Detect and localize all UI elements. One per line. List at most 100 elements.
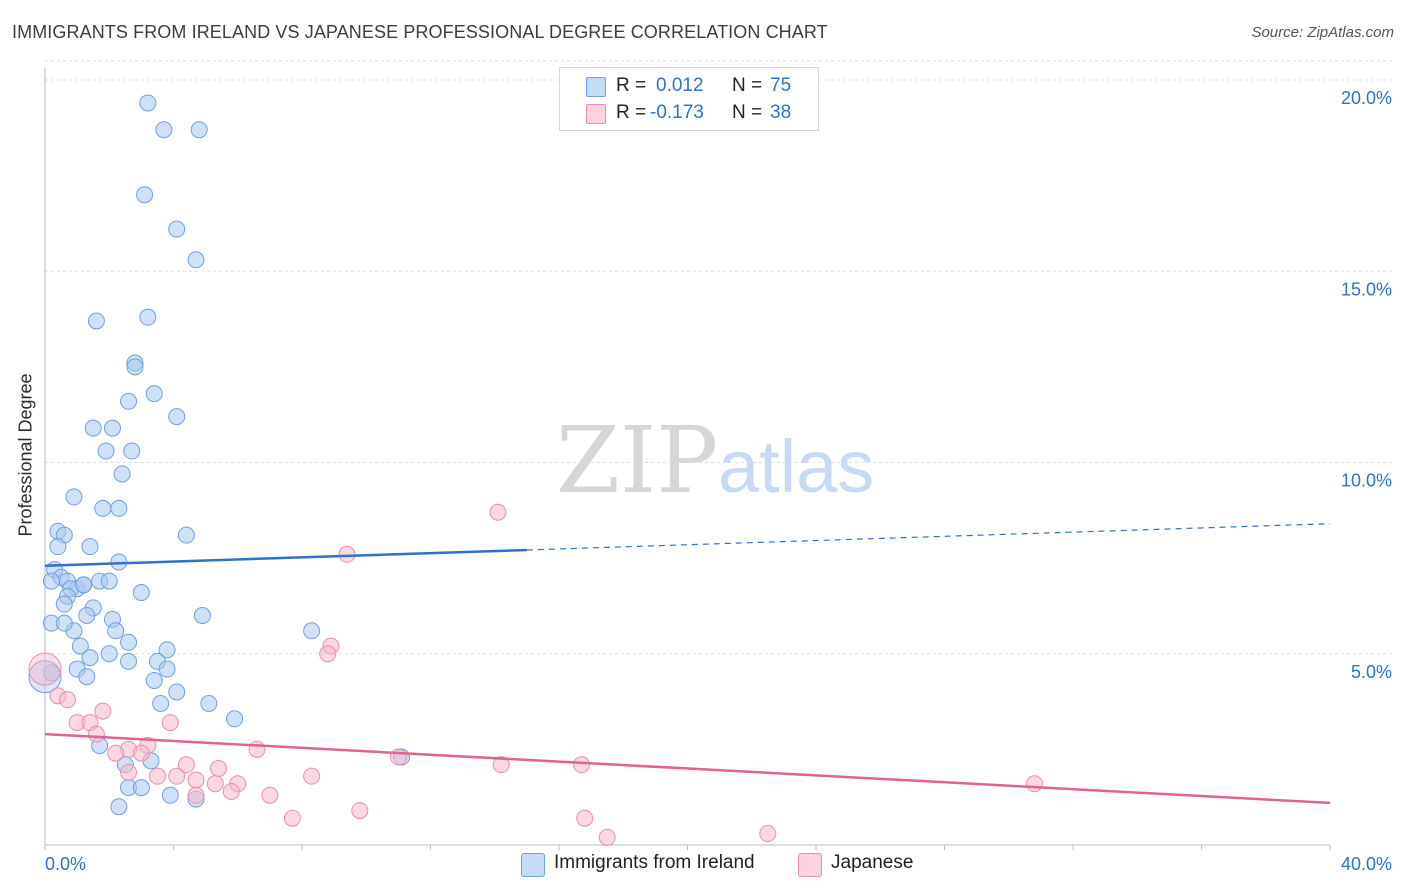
ireland-point bbox=[94, 499, 112, 517]
japanese-point bbox=[576, 809, 594, 827]
ireland-point bbox=[120, 652, 138, 670]
japanese-point bbox=[222, 782, 240, 800]
japanese-point bbox=[107, 744, 125, 762]
japanese-point bbox=[187, 771, 205, 789]
japanese-point bbox=[389, 748, 407, 766]
y-tick-label: 20.0% bbox=[1341, 88, 1392, 108]
legend-r-value: 0.012 bbox=[656, 75, 704, 96]
y-tick-label: 5.0% bbox=[1351, 662, 1392, 682]
ireland-point bbox=[139, 308, 157, 326]
japanese-point bbox=[338, 545, 356, 563]
legend-swatch-japanese bbox=[586, 104, 606, 124]
ireland-point bbox=[193, 607, 211, 624]
japanese-point bbox=[132, 744, 150, 762]
ireland-point bbox=[226, 710, 244, 728]
japanese-point bbox=[120, 763, 138, 781]
japanese-point bbox=[161, 714, 179, 732]
legend-n-label: N = bbox=[732, 75, 763, 96]
ireland-point bbox=[161, 786, 179, 804]
japanese-point bbox=[58, 691, 76, 709]
japanese-point bbox=[87, 725, 105, 743]
ireland-point bbox=[190, 121, 208, 139]
ireland-point bbox=[158, 660, 176, 678]
japanese-point bbox=[598, 828, 616, 846]
ireland-point bbox=[81, 649, 99, 667]
y-axis-label: Professional Degree bbox=[15, 373, 36, 537]
japanese-point bbox=[209, 760, 227, 777]
ireland-point bbox=[158, 641, 176, 659]
ireland-point bbox=[42, 664, 60, 682]
ireland-point bbox=[187, 251, 205, 269]
japanese-point bbox=[351, 802, 369, 820]
ireland-point bbox=[177, 526, 195, 544]
japanese-point bbox=[489, 503, 507, 521]
y-tick-label: 15.0% bbox=[1341, 279, 1392, 299]
ireland-point bbox=[200, 694, 218, 712]
bottom-legend-swatch-ireland bbox=[521, 853, 545, 877]
bottom-legend-swatch-japanese bbox=[798, 853, 822, 877]
ireland-point bbox=[97, 442, 115, 460]
ireland-point bbox=[107, 622, 125, 640]
japanese-trend-line bbox=[44, 732, 1331, 805]
japanese-point bbox=[572, 756, 590, 774]
ireland-point bbox=[49, 538, 67, 556]
legend-r-value: -0.173 bbox=[650, 102, 704, 123]
legend-n-label: N = bbox=[732, 102, 763, 123]
ireland-point bbox=[132, 584, 150, 602]
ireland-point bbox=[168, 683, 186, 701]
japanese-point bbox=[759, 825, 777, 843]
ireland-point bbox=[42, 572, 60, 590]
japanese-point bbox=[94, 702, 112, 720]
ireland-point bbox=[113, 465, 131, 483]
ireland-point bbox=[81, 538, 99, 556]
watermark-zip: ZIP bbox=[556, 407, 718, 514]
ireland-point bbox=[110, 499, 128, 517]
chart-title: IMMIGRANTS FROM IRELAND VS JAPANESE PROF… bbox=[12, 22, 828, 42]
ireland-point bbox=[120, 633, 138, 651]
japanese-point bbox=[177, 756, 195, 774]
ireland-point bbox=[110, 798, 128, 816]
legend-r-label: R = bbox=[616, 75, 647, 96]
ireland-point bbox=[28, 660, 62, 694]
ireland-point bbox=[100, 645, 118, 663]
japanese-point bbox=[319, 645, 337, 663]
ireland-point bbox=[145, 385, 163, 403]
ireland-point bbox=[139, 94, 157, 112]
legend-r-label: R = bbox=[616, 102, 647, 123]
japanese-point bbox=[283, 809, 301, 827]
ireland-point bbox=[103, 419, 121, 437]
ireland-point bbox=[55, 595, 73, 613]
ireland-point bbox=[78, 607, 96, 624]
japanese-point bbox=[206, 775, 224, 793]
japanese-point bbox=[168, 767, 186, 785]
ireland-point bbox=[71, 637, 89, 655]
source-label: Source: ZipAtlas.com bbox=[1251, 24, 1394, 41]
ireland-point bbox=[132, 779, 150, 797]
ireland-point bbox=[303, 622, 321, 640]
japanese-point bbox=[187, 786, 205, 804]
japanese-point bbox=[1025, 775, 1043, 793]
legend-n-value: 38 bbox=[770, 102, 792, 123]
ireland-trend-line bbox=[44, 548, 527, 568]
ireland-point bbox=[168, 408, 186, 426]
ireland-point bbox=[123, 442, 141, 460]
legend-n-value: 75 bbox=[770, 75, 792, 96]
ireland-point bbox=[87, 312, 105, 330]
ireland-point bbox=[155, 121, 173, 139]
bottom-legend-label-ireland: Immigrants from Ireland bbox=[554, 852, 755, 873]
ireland-trend-extension bbox=[526, 523, 1331, 551]
ireland-point bbox=[145, 672, 163, 690]
ireland-point bbox=[78, 668, 96, 686]
x-tick-label: 40.0% bbox=[1341, 854, 1392, 874]
ireland-point bbox=[55, 614, 73, 632]
y-tick-label: 10.0% bbox=[1341, 471, 1392, 491]
ireland-point bbox=[126, 358, 144, 376]
watermark-atlas: atlas bbox=[718, 425, 874, 508]
japanese-point bbox=[303, 767, 321, 785]
bottom-legend-label-japanese: Japanese bbox=[831, 852, 914, 873]
x-tick-label: 0.0% bbox=[45, 854, 86, 874]
ireland-point bbox=[152, 694, 170, 712]
correlation-legend: R = 0.012 N = 75 R = -0.173 N = 38 bbox=[559, 67, 819, 131]
japanese-point bbox=[148, 767, 166, 785]
